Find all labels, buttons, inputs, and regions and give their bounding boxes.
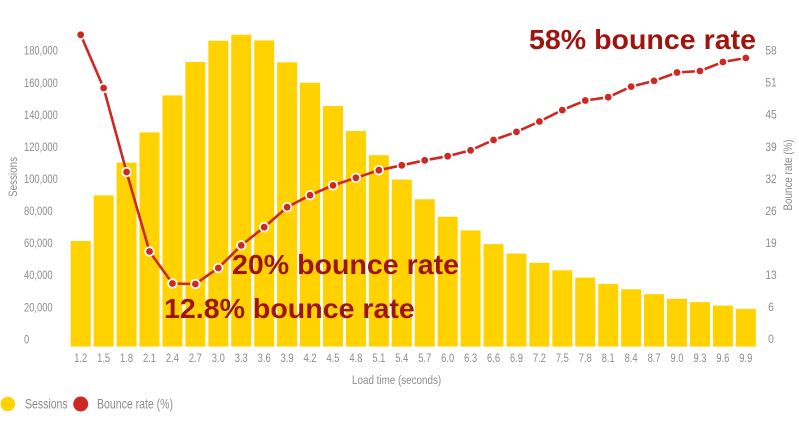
svg-text:9.0: 9.0 <box>671 352 684 365</box>
svg-text:5.4: 5.4 <box>395 352 408 365</box>
svg-text:140,000: 140,000 <box>24 109 58 122</box>
svg-text:8.1: 8.1 <box>602 352 615 365</box>
svg-text:6: 6 <box>768 301 774 314</box>
svg-text:6.0: 6.0 <box>441 352 454 365</box>
svg-text:19: 19 <box>765 237 776 250</box>
svg-text:5.1: 5.1 <box>372 352 385 365</box>
svg-text:Load time (seconds): Load time (seconds) <box>352 374 441 387</box>
svg-text:4.8: 4.8 <box>349 352 362 365</box>
svg-text:7.2: 7.2 <box>533 352 546 365</box>
svg-text:Sessions: Sessions <box>6 157 20 197</box>
svg-text:7.5: 7.5 <box>556 352 569 365</box>
svg-text:39: 39 <box>765 141 776 154</box>
svg-text:8.4: 8.4 <box>625 352 638 365</box>
svg-text:80,000: 80,000 <box>24 205 53 218</box>
svg-text:Bounce rate (%): Bounce rate (%) <box>97 396 173 412</box>
svg-text:1.8: 1.8 <box>120 352 133 365</box>
svg-text:13: 13 <box>765 269 776 282</box>
svg-text:180,000: 180,000 <box>24 45 58 58</box>
svg-text:9.6: 9.6 <box>716 352 729 365</box>
svg-text:8.7: 8.7 <box>648 352 661 365</box>
svg-text:0: 0 <box>768 334 774 347</box>
svg-text:45: 45 <box>765 109 776 122</box>
svg-text:9.9: 9.9 <box>739 352 752 365</box>
svg-text:3.6: 3.6 <box>258 352 271 365</box>
svg-text:Bounce rate (%): Bounce rate (%) <box>781 140 795 211</box>
svg-text:2.7: 2.7 <box>189 352 202 365</box>
svg-text:9.3: 9.3 <box>693 352 706 365</box>
svg-text:4.5: 4.5 <box>326 352 339 365</box>
svg-text:0: 0 <box>24 333 29 346</box>
svg-text:160,000: 160,000 <box>24 77 58 90</box>
svg-text:5.7: 5.7 <box>418 352 431 365</box>
svg-text:1.2: 1.2 <box>74 352 87 365</box>
svg-text:3.3: 3.3 <box>235 352 248 365</box>
svg-text:7.8: 7.8 <box>579 352 592 365</box>
svg-text:60,000: 60,000 <box>24 237 53 250</box>
svg-text:3.9: 3.9 <box>281 352 294 365</box>
svg-text:120,000: 120,000 <box>24 141 58 154</box>
svg-text:58: 58 <box>765 45 776 58</box>
svg-text:6.6: 6.6 <box>487 352 500 365</box>
svg-text:3.0: 3.0 <box>212 352 225 365</box>
svg-text:2.1: 2.1 <box>143 352 156 365</box>
svg-text:32: 32 <box>765 173 776 186</box>
svg-text:100,000: 100,000 <box>24 173 58 186</box>
svg-text:4.2: 4.2 <box>304 352 317 365</box>
svg-text:6.9: 6.9 <box>510 352 523 365</box>
svg-text:26: 26 <box>765 205 776 218</box>
svg-text:6.3: 6.3 <box>464 352 477 365</box>
svg-text:40,000: 40,000 <box>24 269 53 282</box>
svg-text:20,000: 20,000 <box>24 301 53 314</box>
svg-text:1.5: 1.5 <box>97 352 110 365</box>
svg-text:Sessions: Sessions <box>25 396 68 412</box>
svg-text:2.4: 2.4 <box>166 352 179 365</box>
svg-text:51: 51 <box>765 77 776 90</box>
